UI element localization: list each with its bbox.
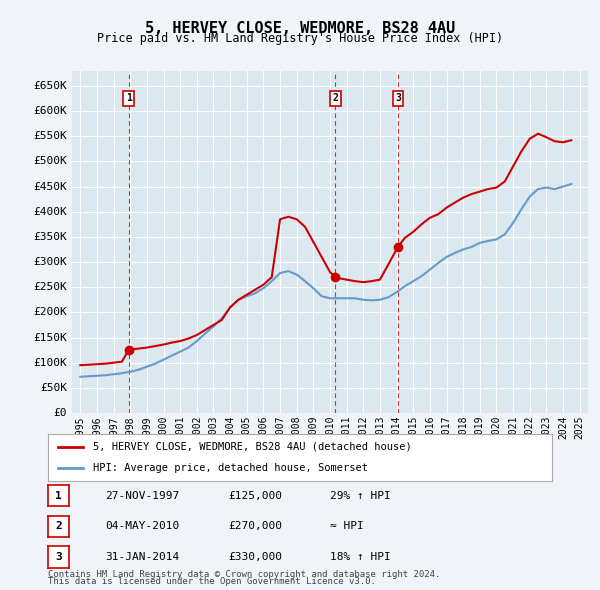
Text: 1: 1 [55,491,62,500]
Text: Price paid vs. HM Land Registry's House Price Index (HPI): Price paid vs. HM Land Registry's House … [97,32,503,45]
Text: £270,000: £270,000 [228,522,282,531]
Text: £330,000: £330,000 [228,552,282,562]
Text: 18% ↑ HPI: 18% ↑ HPI [330,552,391,562]
Text: £100K: £100K [33,358,67,368]
Text: 3: 3 [55,552,62,562]
Text: 5, HERVEY CLOSE, WEDMORE, BS28 4AU: 5, HERVEY CLOSE, WEDMORE, BS28 4AU [145,21,455,35]
Text: £450K: £450K [33,182,67,192]
Text: £250K: £250K [33,282,67,292]
Text: £400K: £400K [33,206,67,217]
Text: 1: 1 [125,93,131,103]
Text: 31-JAN-2014: 31-JAN-2014 [105,552,179,562]
Text: This data is licensed under the Open Government Licence v3.0.: This data is licensed under the Open Gov… [48,578,376,586]
Text: 27-NOV-1997: 27-NOV-1997 [105,491,179,500]
Text: Contains HM Land Registry data © Crown copyright and database right 2024.: Contains HM Land Registry data © Crown c… [48,571,440,579]
Text: £200K: £200K [33,307,67,317]
Text: £50K: £50K [40,383,67,393]
Text: 2: 2 [55,522,62,531]
Text: £650K: £650K [33,81,67,91]
Text: HPI: Average price, detached house, Somerset: HPI: Average price, detached house, Some… [94,463,368,473]
Text: £600K: £600K [33,106,67,116]
Text: £125,000: £125,000 [228,491,282,500]
Text: £350K: £350K [33,232,67,242]
Text: £550K: £550K [33,131,67,141]
Text: £150K: £150K [33,333,67,343]
Text: ≈ HPI: ≈ HPI [330,522,364,531]
Text: £0: £0 [53,408,67,418]
Text: £300K: £300K [33,257,67,267]
Text: £500K: £500K [33,156,67,166]
Text: 04-MAY-2010: 04-MAY-2010 [105,522,179,531]
Text: 5, HERVEY CLOSE, WEDMORE, BS28 4AU (detached house): 5, HERVEY CLOSE, WEDMORE, BS28 4AU (deta… [94,442,412,452]
Text: 29% ↑ HPI: 29% ↑ HPI [330,491,391,500]
Text: 2: 2 [332,93,338,103]
Text: 3: 3 [395,93,401,103]
